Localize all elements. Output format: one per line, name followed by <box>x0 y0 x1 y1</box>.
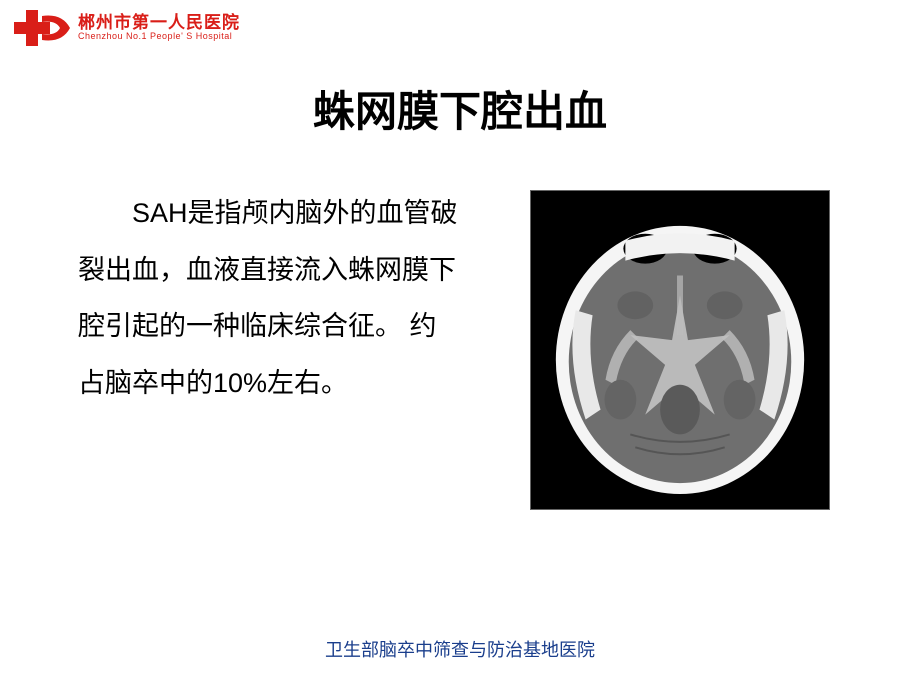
hospital-logo: 郴州市第一人民医院 Chenzhou No.1 People' S Hospit… <box>12 8 240 48</box>
logo-cross-icon <box>12 8 72 48</box>
logo-text: 郴州市第一人民医院 Chenzhou No.1 People' S Hospit… <box>78 14 240 43</box>
hospital-name-cn: 郴州市第一人民医院 <box>78 14 240 33</box>
slide-body-text: SAH是指颅内脑外的血管破裂出血，血液直接流入蛛网膜下腔引起的一种临床综合征。 … <box>78 185 458 412</box>
footer-text: 卫生部脑卒中筛查与防治基地医院 <box>0 636 920 662</box>
slide-title: 蛛网膜下腔出血 <box>0 78 920 139</box>
ct-scan-image <box>530 190 830 510</box>
hospital-name-en: Chenzhou No.1 People' S Hospital <box>78 32 240 42</box>
